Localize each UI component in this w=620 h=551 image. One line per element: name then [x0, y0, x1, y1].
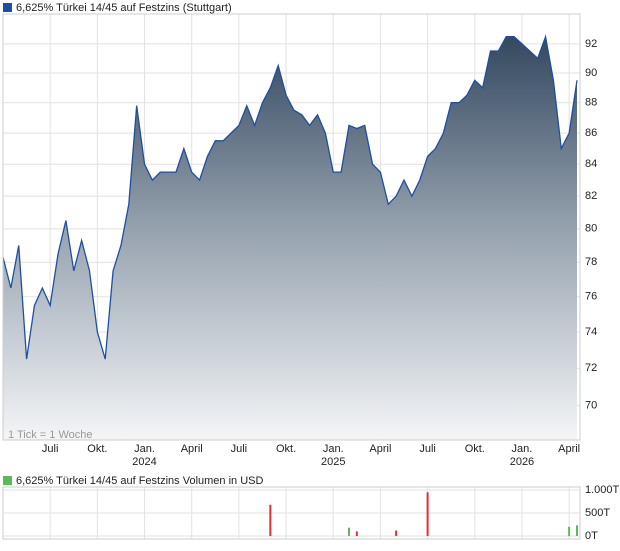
legend-swatch — [3, 476, 12, 485]
line — [2, 34, 578, 360]
x-tick-label: Jan. 2024 — [132, 443, 156, 468]
bar — [269, 504, 272, 536]
plot-frame — [2, 13, 581, 441]
y-tick-label: 1.000T — [585, 484, 620, 496]
y-tick-label: 74 — [585, 326, 597, 338]
y-tick-label: 72 — [585, 362, 597, 374]
y-tick-label: 84 — [585, 158, 597, 170]
x-tick-label: April — [558, 443, 580, 455]
y-tick-label: 76 — [585, 291, 597, 303]
bar — [395, 530, 398, 536]
chart-title: 6,625% Türkei 14/45 auf Festzins (Stuttg… — [16, 2, 232, 14]
y-tick-label: 86 — [585, 127, 597, 139]
annotation: 1 Tick = 1 Woche — [8, 429, 92, 441]
x-tick-label: April — [181, 443, 203, 455]
chart-title: 6,625% Türkei 14/45 auf Festzins Volumen… — [16, 475, 263, 487]
y-tick-label: 78 — [585, 256, 597, 268]
area — [3, 36, 577, 441]
x-tick-label: Okt. — [87, 443, 107, 455]
y-tick-label: 82 — [585, 190, 597, 202]
x-tick-label: Juli — [231, 443, 248, 455]
bar — [355, 531, 358, 536]
y-tick-label: 500T — [585, 507, 610, 519]
y-tick-label: 80 — [585, 223, 597, 235]
x-tick-label: Okt. — [276, 443, 296, 455]
bar — [426, 492, 429, 536]
x-tick-label: Jan. 2025 — [321, 443, 345, 468]
bar — [576, 525, 578, 536]
y-tick-label: 70 — [585, 399, 597, 411]
y-tick-label: 90 — [585, 67, 597, 79]
y-tick-label: 0T — [585, 530, 598, 542]
x-tick-label: Jan. 2026 — [510, 443, 534, 468]
x-tick-label: Okt. — [465, 443, 485, 455]
x-tick-label: April — [369, 443, 391, 455]
x-tick-label: Juli — [419, 443, 436, 455]
legend-swatch — [3, 3, 12, 12]
y-tick-label: 92 — [585, 38, 597, 50]
bar — [347, 527, 350, 536]
x-tick-label: Juli — [42, 443, 59, 455]
y-tick-label: 88 — [585, 97, 597, 109]
bar — [568, 526, 571, 536]
